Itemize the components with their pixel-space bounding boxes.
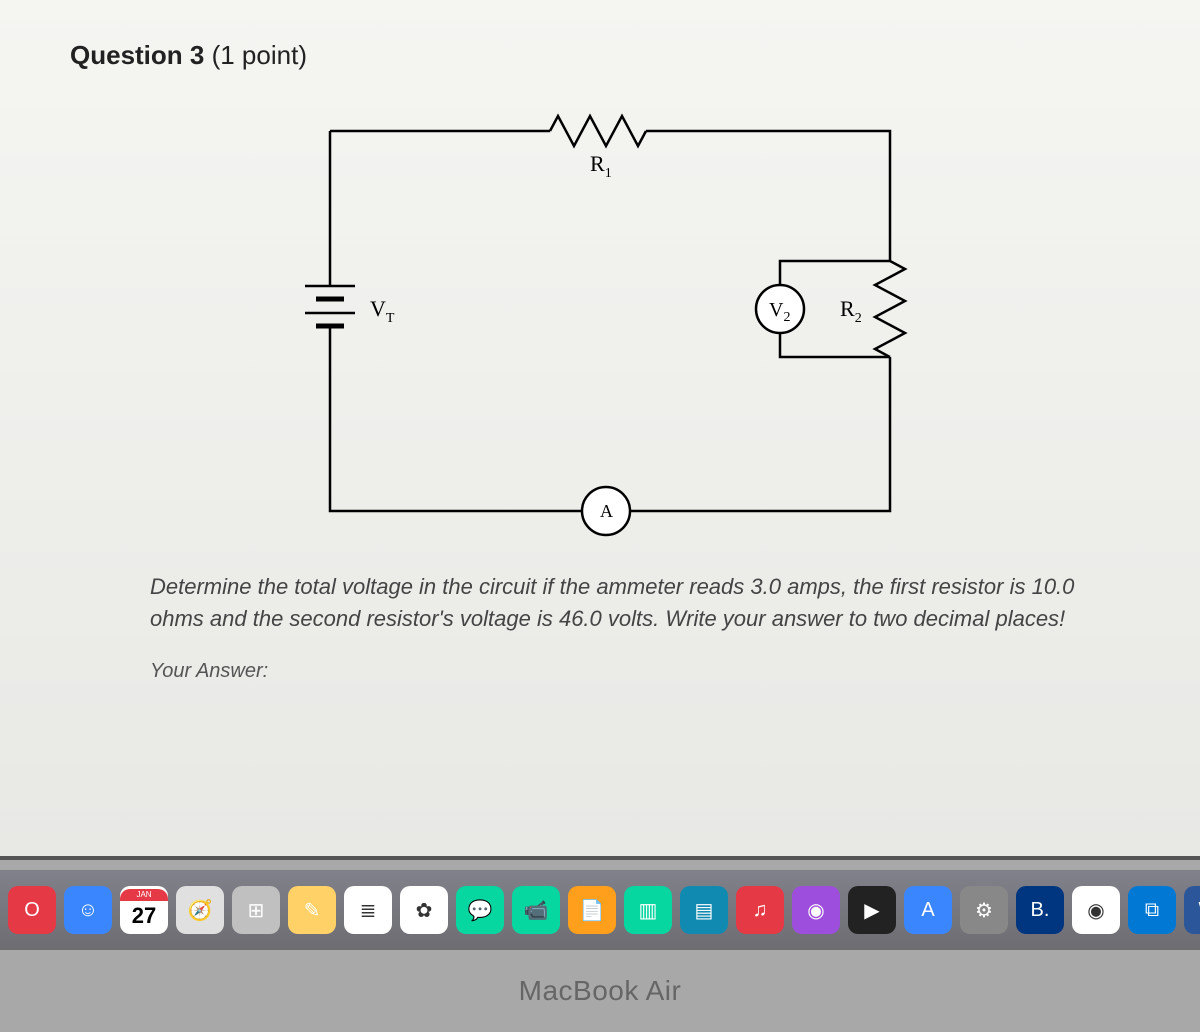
r2-label: R2 — [840, 296, 862, 326]
pages-icon[interactable]: 📄 — [568, 886, 616, 934]
vt-label: VT — [370, 296, 395, 326]
question-points: (1 point) — [212, 40, 307, 70]
appstore-icon[interactable]: A — [904, 886, 952, 934]
ammeter-label: A — [600, 501, 613, 521]
r1-label: R1 — [590, 151, 612, 181]
keynote-icon[interactable]: ▤ — [680, 886, 728, 934]
safari-icon[interactable]: 🧭 — [176, 886, 224, 934]
messages-icon[interactable]: 💬 — [456, 886, 504, 934]
opera-icon[interactable]: O — [8, 886, 56, 934]
reminders-icon[interactable]: ≣ — [344, 886, 392, 934]
launchpad-icon[interactable]: ⊞ — [232, 886, 280, 934]
numbers-icon[interactable]: ▥ — [624, 886, 672, 934]
tv-icon[interactable]: ▶ — [848, 886, 896, 934]
music-icon[interactable]: ♫ — [736, 886, 784, 934]
podcasts-icon[interactable]: ◉ — [792, 886, 840, 934]
calendar-icon[interactable]: JAN27 — [120, 886, 168, 934]
finder-icon[interactable]: ☺ — [64, 886, 112, 934]
quiz-screen: Question 3 (1 point) — [0, 0, 1200, 860]
settings-icon[interactable]: ⚙ — [960, 886, 1008, 934]
facetime-icon[interactable]: 📹 — [512, 886, 560, 934]
question-prompt: Determine the total voltage in the circu… — [150, 571, 1100, 635]
vscode-icon[interactable]: ⧉ — [1128, 886, 1176, 934]
notes-icon[interactable]: ✎ — [288, 886, 336, 934]
word-icon[interactable]: W — [1184, 886, 1200, 934]
question-number: Question 3 — [70, 40, 204, 70]
circuit-diagram: VT R1 R2 V2 A — [250, 91, 950, 551]
booking-icon[interactable]: B. — [1016, 886, 1064, 934]
laptop-model-label: MacBook Air — [0, 975, 1200, 1007]
dock: O☺JAN27🧭⊞✎≣✿💬📹📄▥▤♫◉▶A⚙B.◉⧉W✉ — [0, 870, 1200, 950]
chrome-icon[interactable]: ◉ — [1072, 886, 1120, 934]
question-header: Question 3 (1 point) — [70, 40, 1130, 71]
photos-icon[interactable]: ✿ — [400, 886, 448, 934]
answer-label: Your Answer: — [150, 660, 1130, 683]
